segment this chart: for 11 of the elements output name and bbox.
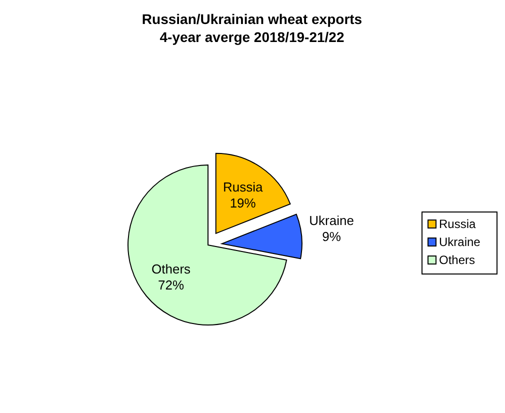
data-label: 72%	[158, 278, 184, 293]
legend-label: Ukraine	[439, 235, 481, 249]
legend-label: Others	[439, 253, 476, 267]
chart-subtitle: 4-year averge 2018/19-21/22	[160, 29, 344, 45]
slice-label: Russia	[222, 180, 264, 195]
chart-title: Russian/Ukrainian wheat exports	[142, 11, 362, 27]
slice-label: Ukraine	[309, 213, 354, 228]
data-label: 19%	[230, 196, 256, 211]
slice-label: Others	[152, 262, 192, 277]
data-label: 9%	[322, 229, 342, 244]
legend-label: Russia	[439, 217, 476, 231]
